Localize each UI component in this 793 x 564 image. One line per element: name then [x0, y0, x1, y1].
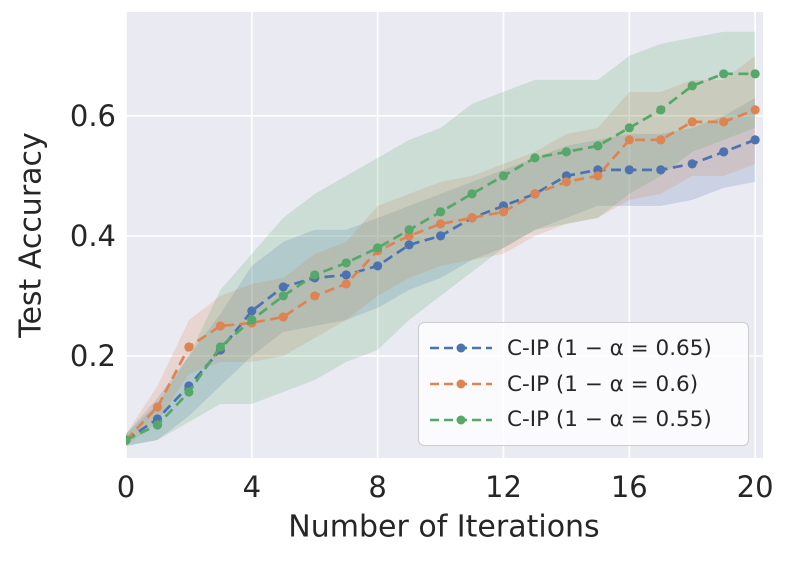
data-point	[435, 231, 446, 241]
data-point	[215, 321, 225, 331]
data-point	[593, 141, 603, 151]
data-point	[404, 240, 414, 250]
data-point	[184, 342, 194, 352]
data-point	[247, 315, 257, 325]
data-point	[404, 225, 414, 235]
legend-item-label: C-IP (1 − α = 0.55)	[507, 407, 712, 433]
x-tick-label: 12	[485, 470, 522, 504]
data-point	[624, 123, 634, 133]
x-tick-label: 16	[611, 470, 648, 504]
data-point	[750, 69, 760, 79]
data-point	[656, 105, 666, 115]
x-tick-label: 4	[243, 470, 261, 504]
data-point	[530, 153, 540, 163]
x-tick-label: 0	[117, 470, 135, 504]
data-point	[656, 135, 666, 145]
data-point	[624, 135, 634, 145]
legend-line-sample-icon	[430, 379, 492, 389]
data-point	[184, 387, 194, 397]
y-tick-label: 0.4	[70, 219, 116, 253]
x-axis-label: Number of Iterations	[288, 509, 600, 545]
data-point	[373, 261, 383, 271]
data-point	[467, 189, 477, 199]
data-point	[656, 165, 666, 175]
data-point	[719, 69, 729, 79]
data-point	[498, 171, 509, 181]
data-point	[310, 270, 320, 280]
data-point	[624, 165, 634, 175]
x-tick-label: 20	[737, 470, 774, 504]
series-line	[126, 108, 756, 441]
data-point	[278, 282, 288, 292]
data-point	[215, 342, 225, 352]
legend-item: C-IP (1 − α = 0.55)	[429, 407, 738, 432]
data-point	[435, 219, 446, 229]
data-point	[341, 270, 351, 280]
legend-item: C-IP (1 − α = 0.6)	[429, 372, 738, 397]
data-point	[341, 279, 351, 289]
data-point	[341, 258, 351, 268]
data-point	[530, 189, 540, 199]
legend-item-label: C-IP (1 − α = 0.65)	[507, 335, 712, 361]
data-point	[278, 291, 288, 301]
y-tick-label: 0.6	[70, 99, 116, 133]
data-point	[310, 291, 320, 301]
data-point	[593, 171, 603, 181]
data-point	[373, 243, 383, 253]
data-point	[750, 105, 760, 115]
data-point	[278, 312, 288, 322]
confidence-band	[126, 55, 756, 446]
data-point	[435, 207, 446, 217]
data-point	[719, 117, 729, 127]
confidence-band	[126, 97, 756, 446]
legend-item: C-IP (1 − α = 0.65)	[429, 336, 738, 361]
legend-line-sample-icon	[430, 415, 492, 425]
legend: C-IP (1 − α = 0.65) C-IP (1 − α = 0.6) C…	[418, 322, 749, 446]
y-axis-label: Test Accuracy	[13, 132, 49, 338]
data-point	[467, 213, 477, 223]
data-point	[561, 177, 571, 187]
data-point	[152, 420, 163, 430]
data-point	[498, 207, 509, 217]
data-point	[687, 159, 697, 169]
x-tick-label: 8	[368, 470, 386, 504]
legend-item-label: C-IP (1 − α = 0.6)	[507, 371, 699, 397]
data-point	[561, 147, 571, 157]
legend-line-sample-icon	[430, 343, 492, 353]
data-point	[719, 147, 729, 157]
y-tick-label: 0.2	[70, 339, 116, 373]
data-point	[687, 117, 697, 127]
data-point	[247, 306, 257, 316]
data-point	[152, 402, 163, 412]
data-point	[126, 435, 131, 445]
data-point	[687, 81, 697, 91]
data-point	[750, 135, 760, 145]
